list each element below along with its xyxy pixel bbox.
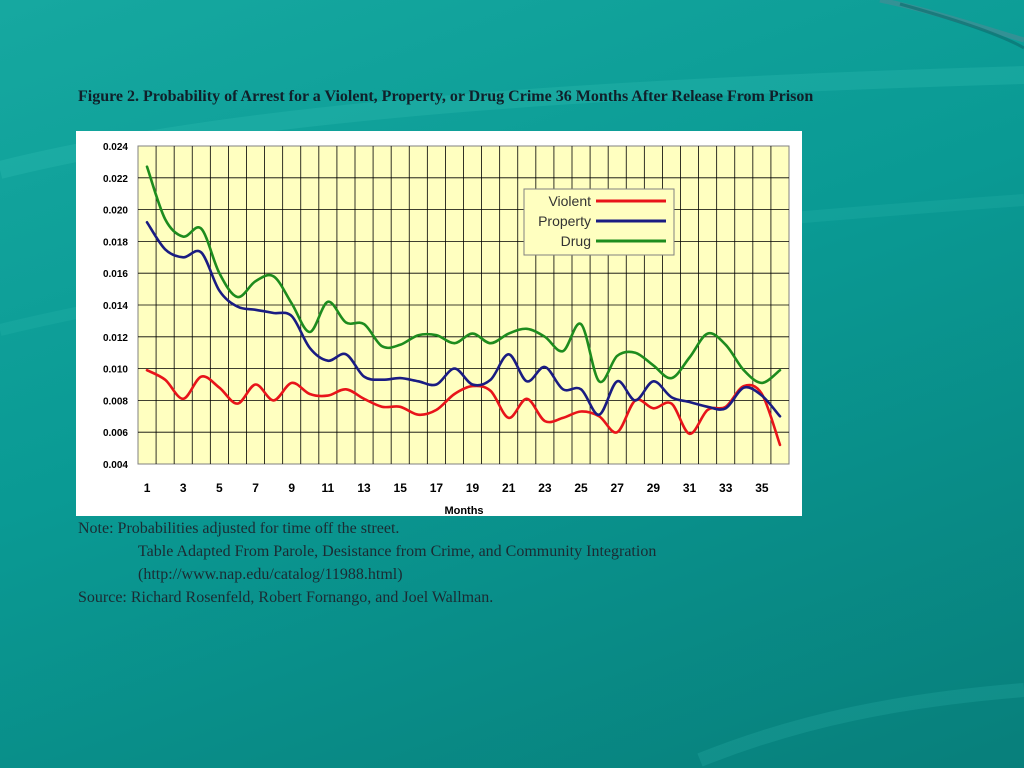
x-tick-label: 29: [647, 481, 661, 495]
x-tick-label: 9: [288, 481, 295, 495]
source-link[interactable]: (http://www.nap.edu/catalog/11988.html): [138, 566, 403, 583]
x-tick-label: 11: [322, 481, 335, 495]
legend-label-violent: Violent: [548, 193, 591, 209]
legend: Violent Property Drug: [523, 188, 675, 256]
line-chart: 0.024 0.022 0.020 0.018 0.016 0.014 0.012 0.010…: [103, 142, 790, 516]
grid-lines: [138, 146, 789, 464]
x-axis-ticks: 1 3 5 7 9 11 13 15 17 19 21 23 25 27 29 31 33 35: [144, 481, 769, 495]
series-line-property: [145, 221, 782, 418]
legend-entries: Violent Property Drug: [538, 193, 666, 249]
figure-notes: Note: Probabilities adjusted for time of…: [78, 517, 1008, 609]
x-tick-label: 31: [683, 481, 697, 495]
y-tick-label: 0.006: [103, 428, 128, 439]
x-tick-label: 25: [574, 481, 588, 495]
y-tick-label: 0.008: [103, 396, 128, 407]
note-text: Note: Probabilities adjusted for time of…: [78, 520, 400, 537]
source-text: Source: Richard Rosenfeld, Robert Fornan…: [78, 589, 494, 606]
x-tick-label: 7: [252, 481, 259, 495]
y-tick-label: 0.024: [103, 142, 128, 153]
x-tick-label: 19: [466, 481, 480, 495]
x-tick-label: 15: [394, 481, 408, 495]
y-tick-label: 0.022: [103, 174, 128, 185]
y-axis-ticks: 0.024 0.022 0.020 0.018 0.016 0.014 0.012 0.010…: [103, 142, 128, 471]
chart-panel: 0.024 0.022 0.020 0.018 0.016 0.014 0.012 0.010…: [76, 131, 802, 516]
table-adapted-text: Table Adapted From Parole, Desistance fr…: [138, 543, 657, 560]
x-tick-label: 21: [502, 481, 516, 495]
series-lines: [145, 165, 782, 447]
series-line-violent: [145, 368, 782, 447]
slide-title: Figure 2. Probability of Arrest for a Vi…: [78, 88, 814, 105]
y-tick-label: 0.016: [103, 269, 128, 280]
legend-label-drug: Drug: [561, 233, 591, 249]
x-tick-label: 3: [180, 481, 187, 495]
y-tick-label: 0.018: [103, 237, 128, 248]
x-tick-label: 23: [538, 481, 552, 495]
y-tick-label: 0.004: [103, 460, 128, 471]
y-tick-label: 0.010: [103, 365, 128, 376]
x-tick-label: 5: [216, 481, 223, 495]
x-tick-label: 33: [719, 481, 733, 495]
legend-label-property: Property: [538, 213, 591, 229]
y-tick-label: 0.020: [103, 206, 128, 217]
x-tick-label: 35: [755, 481, 769, 495]
x-tick-label: 1: [144, 481, 151, 495]
x-tick-label: 17: [430, 481, 444, 495]
y-tick-label: 0.012: [103, 333, 128, 344]
x-tick-label: 13: [357, 481, 371, 495]
x-tick-label: 27: [611, 481, 625, 495]
series-line-drug: [145, 165, 782, 385]
x-axis-label: Months: [444, 505, 483, 516]
y-tick-label: 0.014: [103, 301, 128, 312]
